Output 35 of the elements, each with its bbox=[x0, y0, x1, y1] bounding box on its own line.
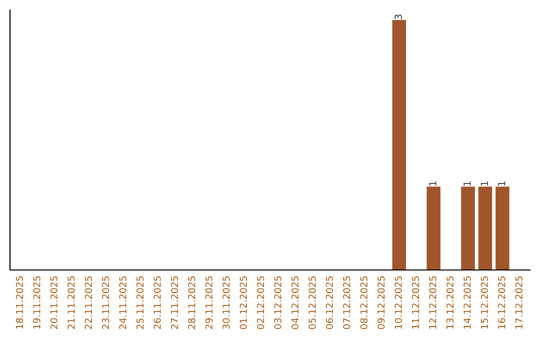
x-tick-label: 18.11.2025 bbox=[16, 276, 24, 329]
data-label: 3 bbox=[394, 14, 402, 20]
x-tick-label: 12.12.2025 bbox=[429, 276, 436, 329]
x-tick-label: 04.12.2025 bbox=[291, 276, 299, 330]
x-tick-label: 14.12.2025 bbox=[464, 276, 471, 329]
x-tick-label: 13.12.2025 bbox=[446, 276, 454, 329]
x-tick-label: 22.11.2025 bbox=[84, 276, 92, 329]
data-label: 1 bbox=[464, 181, 471, 186]
x-tick-label: 21.11.2025 bbox=[68, 276, 75, 329]
x-tick-label: 02.12.2025 bbox=[256, 276, 264, 330]
x-tick-label: 26.11.2025 bbox=[154, 276, 161, 329]
x-tick-label: 07.12.2025 bbox=[343, 276, 350, 330]
x-tick-label: 11.12.2025 bbox=[412, 276, 420, 329]
x-tick-label: 16.12.2025 bbox=[498, 276, 506, 329]
x-tick-label: 29.11.2025 bbox=[205, 276, 212, 329]
x-tick-label: 05.12.2025 bbox=[308, 276, 316, 330]
x-tick-label: 17.12.2025 bbox=[515, 276, 522, 329]
x-tick-label: 09.12.2025 bbox=[378, 276, 385, 330]
x-tick-label: 03.12.2025 bbox=[274, 276, 282, 330]
x-tick-label: 10.12.2025 bbox=[394, 276, 402, 329]
x-tick-label: 15.12.2025 bbox=[480, 276, 488, 329]
x-tick-label: 23.11.2025 bbox=[102, 276, 110, 329]
x-tick-label: 28.11.2025 bbox=[188, 276, 196, 329]
x-tick-label: 19.11.2025 bbox=[33, 276, 40, 329]
x-tick-label: 24.11.2025 bbox=[119, 276, 126, 329]
x-tick-label: 27.11.2025 bbox=[170, 276, 178, 329]
x-tick-label: 08.12.2025 bbox=[360, 276, 368, 330]
x-tick-label: 01.12.2025 bbox=[240, 276, 247, 330]
x-tick-label: 30.11.2025 bbox=[222, 276, 230, 329]
x-tick-label: 25.11.2025 bbox=[136, 276, 144, 329]
data-label: 1 bbox=[498, 181, 506, 186]
x-tick-label: 20.11.2025 bbox=[50, 276, 58, 329]
x-tick-label: 06.12.2025 bbox=[326, 276, 334, 330]
data-label: 1 bbox=[429, 181, 436, 186]
data-label: 1 bbox=[480, 181, 488, 186]
